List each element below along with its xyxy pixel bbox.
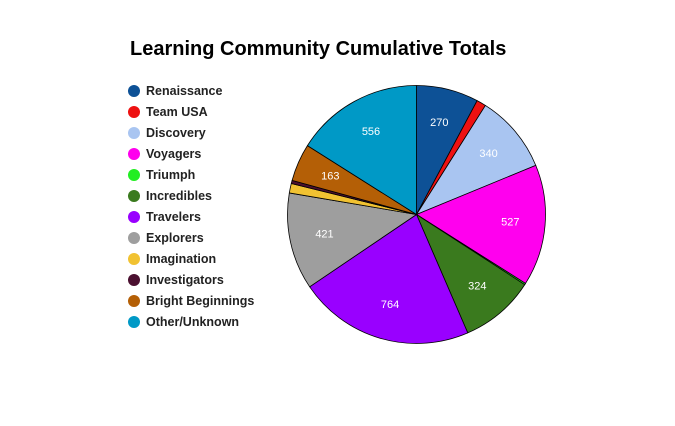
legend: Renaissance Team USA Discovery Voyagers Triu… bbox=[128, 80, 254, 332]
slice-value-label: 270 bbox=[430, 117, 448, 129]
legend-swatch bbox=[128, 231, 140, 244]
legend-item-imagination: Imagination bbox=[128, 248, 254, 269]
slice-value-label: 527 bbox=[501, 217, 519, 229]
legend-swatch bbox=[128, 168, 140, 181]
pie-slice-incredibles bbox=[416, 214, 526, 334]
pie-slice-explorers bbox=[287, 192, 417, 288]
legend-label: Travelers bbox=[146, 209, 201, 224]
legend-item-team-usa: Team USA bbox=[128, 101, 254, 122]
legend-swatch bbox=[128, 147, 140, 160]
legend-label: Renaissance bbox=[146, 83, 223, 98]
slice-value-label: 556 bbox=[362, 126, 380, 138]
legend-swatch bbox=[128, 126, 140, 139]
legend-swatch bbox=[128, 315, 140, 328]
legend-swatch bbox=[128, 189, 140, 202]
legend-item-triumph: Triumph bbox=[128, 164, 254, 185]
pie-slice-other-unknown bbox=[307, 85, 417, 215]
slice-value-label: 324 bbox=[468, 280, 486, 292]
legend-swatch bbox=[128, 105, 140, 118]
slice-value-label: 764 bbox=[381, 299, 399, 311]
legend-item-voyagers: Voyagers bbox=[128, 143, 254, 164]
legend-item-travelers: Travelers bbox=[128, 206, 254, 227]
legend-label: Incredibles bbox=[146, 188, 212, 203]
legend-label: Triumph bbox=[146, 167, 196, 182]
legend-label: Team USA bbox=[146, 104, 208, 119]
legend-item-other-unknown: Other/Unknown bbox=[128, 311, 254, 332]
pie-slice-voyagers bbox=[416, 164, 546, 284]
legend-item-investigators: Investigators bbox=[128, 269, 254, 290]
legend-label: Imagination bbox=[146, 251, 217, 266]
legend-label: Other/Unknown bbox=[146, 314, 240, 329]
legend-label: Voyagers bbox=[146, 146, 202, 161]
slice-value-label: 421 bbox=[315, 228, 333, 240]
legend-swatch bbox=[128, 294, 140, 307]
pie-slice-travelers bbox=[309, 214, 469, 344]
legend-label: Explorers bbox=[146, 230, 204, 245]
legend-swatch bbox=[128, 210, 140, 223]
legend-item-bright-beginnings: Bright Beginnings bbox=[128, 290, 254, 311]
legend-label: Discovery bbox=[146, 125, 206, 140]
legend-item-incredibles: Incredibles bbox=[128, 185, 254, 206]
legend-item-explorers: Explorers bbox=[128, 227, 254, 248]
legend-item-discovery: Discovery bbox=[128, 122, 254, 143]
chart-title: Learning Community Cumulative Totals bbox=[130, 38, 507, 60]
legend-swatch bbox=[128, 84, 140, 97]
legend-label: Investigators bbox=[146, 272, 224, 287]
slice-value-label: 340 bbox=[479, 148, 497, 160]
pie-slice-discovery bbox=[416, 105, 537, 215]
legend-label: Bright Beginnings bbox=[146, 293, 255, 308]
slice-value-label: 163 bbox=[321, 171, 339, 183]
legend-swatch bbox=[128, 252, 140, 265]
legend-swatch bbox=[128, 273, 140, 286]
legend-item-renaissance: Renaissance bbox=[128, 80, 254, 101]
